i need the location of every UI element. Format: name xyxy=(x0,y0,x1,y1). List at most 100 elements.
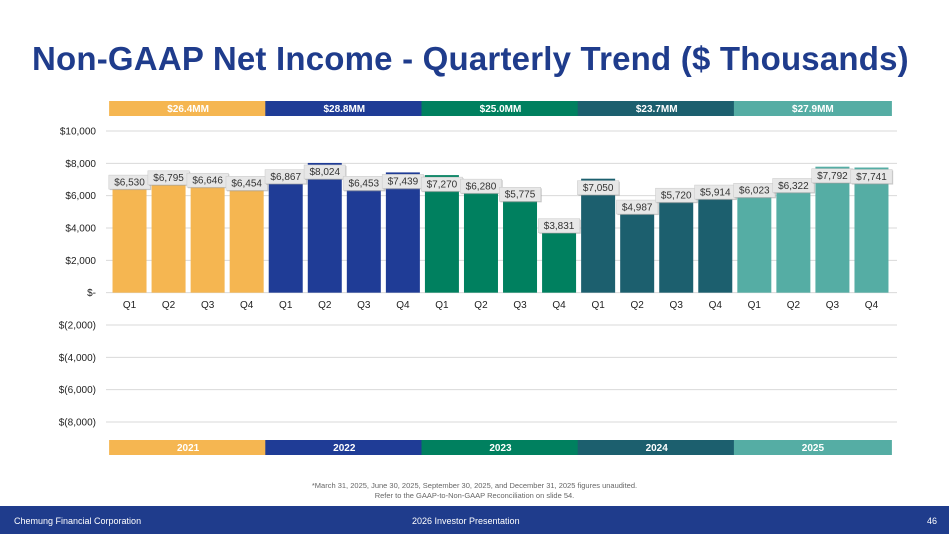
x-tick-label: Q4 xyxy=(396,300,410,311)
data-label: $8,024 xyxy=(309,167,340,178)
year-total-label: $26.4MM xyxy=(167,104,209,115)
bar-2025-q4 xyxy=(854,167,889,293)
year-label: 2025 xyxy=(802,443,825,454)
year-total-label: $28.8MM xyxy=(323,104,365,115)
y-tick-label: $- xyxy=(87,288,96,299)
data-label: $5,914 xyxy=(700,187,731,198)
bar-2025-q1 xyxy=(737,195,772,293)
y-tick-label: $4,000 xyxy=(65,224,96,235)
x-tick-label: Q2 xyxy=(162,300,176,311)
year-total-banner-2021 xyxy=(109,101,268,116)
x-tick-label: Q3 xyxy=(826,300,840,311)
data-label: $6,453 xyxy=(349,179,380,190)
bar-2021-q1 xyxy=(112,187,147,293)
x-tick-label: Q3 xyxy=(670,300,684,311)
data-label: $6,867 xyxy=(270,172,301,183)
bar-2022-q3 xyxy=(346,188,381,293)
data-label: $5,720 xyxy=(661,190,692,201)
x-tick-label: Q3 xyxy=(357,300,371,311)
y-tick-label: $(8,000) xyxy=(59,418,96,429)
x-tick-label: Q2 xyxy=(474,300,488,311)
bar-2024-q1 xyxy=(581,178,616,293)
bar-2024-q2 xyxy=(620,212,655,293)
bar-2021-q2 xyxy=(151,182,186,293)
y-tick-label: $(4,000) xyxy=(59,353,96,364)
y-tick-label: $2,000 xyxy=(65,256,96,267)
data-label: $6,646 xyxy=(192,176,223,187)
year-banner-2021 xyxy=(109,440,268,455)
bar-2023-q3 xyxy=(503,199,538,293)
bar-2022-q1 xyxy=(268,181,303,293)
data-label-box xyxy=(303,164,346,180)
x-tick-label: Q4 xyxy=(709,300,723,311)
x-tick-label: Q2 xyxy=(787,300,801,311)
footer-bar: Chemung Financial Corporation 2026 Inves… xyxy=(0,506,949,534)
y-tick-label: $10,000 xyxy=(60,127,97,138)
footnote-reconciliation: Refer to the GAAP-to-Non-GAAP Reconcilia… xyxy=(374,491,575,500)
footnote-unaudited: *March 31, 2025, June 30, 2025, Septembe… xyxy=(311,481,638,490)
data-label-box xyxy=(772,178,815,193)
y-tick-label: $6,000 xyxy=(65,191,96,202)
data-label: $6,454 xyxy=(231,179,262,190)
data-label: $6,530 xyxy=(114,177,145,188)
footer-page-number: 46 xyxy=(926,516,937,526)
y-tick-label: $(2,000) xyxy=(59,321,96,332)
data-label-box xyxy=(577,180,620,195)
year-total-banner-2022 xyxy=(265,101,424,116)
x-tick-label: Q1 xyxy=(279,300,293,311)
year-total-banner-2025 xyxy=(733,101,892,116)
x-tick-label: Q1 xyxy=(435,300,449,311)
data-label-box xyxy=(616,199,659,215)
quarterly-income-chart: $10,000 $8,000 $6,000 $4,000 $2,000 $- $(2,000… xyxy=(59,101,897,455)
x-tick-label: Q1 xyxy=(591,300,605,311)
bar-2024-q4 xyxy=(698,197,733,293)
year-total-label: $23.7MM xyxy=(636,104,678,115)
bar-2023-q2 xyxy=(463,191,498,293)
year-total-label: $25.0MM xyxy=(480,104,522,115)
year-label: 2023 xyxy=(489,443,512,454)
data-label: $4,987 xyxy=(622,202,653,213)
page-title: Non-GAAP Net Income - Quarterly Trend ($… xyxy=(32,40,909,77)
data-label: $6,280 xyxy=(466,181,497,192)
x-tick-label: Q4 xyxy=(865,300,879,311)
bar-2021-q3 xyxy=(190,185,225,293)
x-tick-label: Q1 xyxy=(748,300,762,311)
bar-2023-q4 xyxy=(542,230,577,293)
bar-2021-q4 xyxy=(229,188,264,293)
data-label: $6,795 xyxy=(153,173,184,184)
data-label-box xyxy=(538,218,581,233)
bar-2022-q4 xyxy=(385,172,420,293)
x-tick-label: Q3 xyxy=(201,300,215,311)
data-label-box xyxy=(850,169,893,184)
bar-2025-q3 xyxy=(815,166,850,293)
year-banner-2024 xyxy=(577,440,736,455)
x-tick-label: Q4 xyxy=(552,300,566,311)
year-banner-2025 xyxy=(733,440,892,455)
bar-2023-q1 xyxy=(424,175,459,293)
year-label: 2022 xyxy=(333,443,356,454)
bar-2024-q3 xyxy=(659,200,694,293)
data-label: $6,023 xyxy=(739,186,770,197)
data-label-box xyxy=(460,178,502,194)
y-tick-label: $8,000 xyxy=(65,159,96,170)
year-label: 2024 xyxy=(646,443,669,454)
year-banner-2023 xyxy=(421,440,580,455)
bar-2025-q2 xyxy=(776,190,811,293)
x-tick-label: Q1 xyxy=(123,300,137,311)
data-label: $7,792 xyxy=(817,171,848,182)
bar-2022-q2 xyxy=(307,162,342,293)
y-tick-label: $(6,000) xyxy=(59,385,96,396)
data-label: $7,741 xyxy=(856,172,887,183)
data-label: $3,831 xyxy=(544,221,575,232)
x-tick-label: Q3 xyxy=(513,300,527,311)
footer-company: Chemung Financial Corporation xyxy=(14,516,142,526)
year-total-banner-2024 xyxy=(577,101,736,116)
x-tick-label: Q4 xyxy=(240,300,254,311)
footer-presentation-name: 2026 Investor Presentation xyxy=(412,516,520,526)
year-total-label: $27.9MM xyxy=(792,104,834,115)
x-tick-label: Q2 xyxy=(318,300,332,311)
x-tick-label: Q2 xyxy=(631,300,645,311)
data-label: $5,775 xyxy=(505,190,536,201)
year-label: 2021 xyxy=(177,443,200,454)
data-label-box xyxy=(499,187,541,202)
